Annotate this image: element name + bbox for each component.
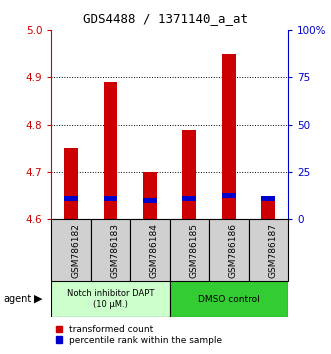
Bar bbox=[222, 54, 236, 219]
Text: GSM786185: GSM786185 bbox=[189, 223, 198, 278]
Bar bbox=[169, 281, 288, 317]
Bar bbox=[130, 219, 169, 281]
Text: GSM786184: GSM786184 bbox=[150, 223, 159, 278]
Bar bbox=[249, 219, 288, 281]
Bar bbox=[51, 219, 91, 281]
Text: GSM786182: GSM786182 bbox=[71, 223, 80, 278]
Bar bbox=[51, 281, 169, 317]
Text: DMSO control: DMSO control bbox=[198, 295, 260, 304]
Text: agent: agent bbox=[3, 294, 31, 304]
Bar bbox=[104, 196, 118, 201]
Text: GSM786186: GSM786186 bbox=[229, 223, 238, 278]
Bar bbox=[222, 193, 236, 198]
Legend: transformed count, percentile rank within the sample: transformed count, percentile rank withi… bbox=[56, 325, 222, 345]
Text: GDS4488 / 1371140_a_at: GDS4488 / 1371140_a_at bbox=[83, 12, 248, 25]
Bar bbox=[182, 130, 196, 219]
Bar bbox=[182, 196, 196, 201]
Bar bbox=[104, 82, 118, 219]
Text: ▶: ▶ bbox=[34, 294, 42, 304]
Text: GSM786187: GSM786187 bbox=[268, 223, 277, 278]
Bar bbox=[64, 148, 78, 219]
Bar bbox=[64, 196, 78, 201]
Bar bbox=[261, 196, 275, 201]
Bar bbox=[169, 219, 209, 281]
Bar bbox=[91, 219, 130, 281]
Bar bbox=[143, 198, 157, 203]
Bar bbox=[261, 196, 275, 219]
Text: Notch inhibitor DAPT
(10 μM.): Notch inhibitor DAPT (10 μM.) bbox=[67, 290, 154, 309]
Bar bbox=[209, 219, 249, 281]
Bar bbox=[143, 172, 157, 219]
Text: GSM786183: GSM786183 bbox=[111, 223, 119, 278]
